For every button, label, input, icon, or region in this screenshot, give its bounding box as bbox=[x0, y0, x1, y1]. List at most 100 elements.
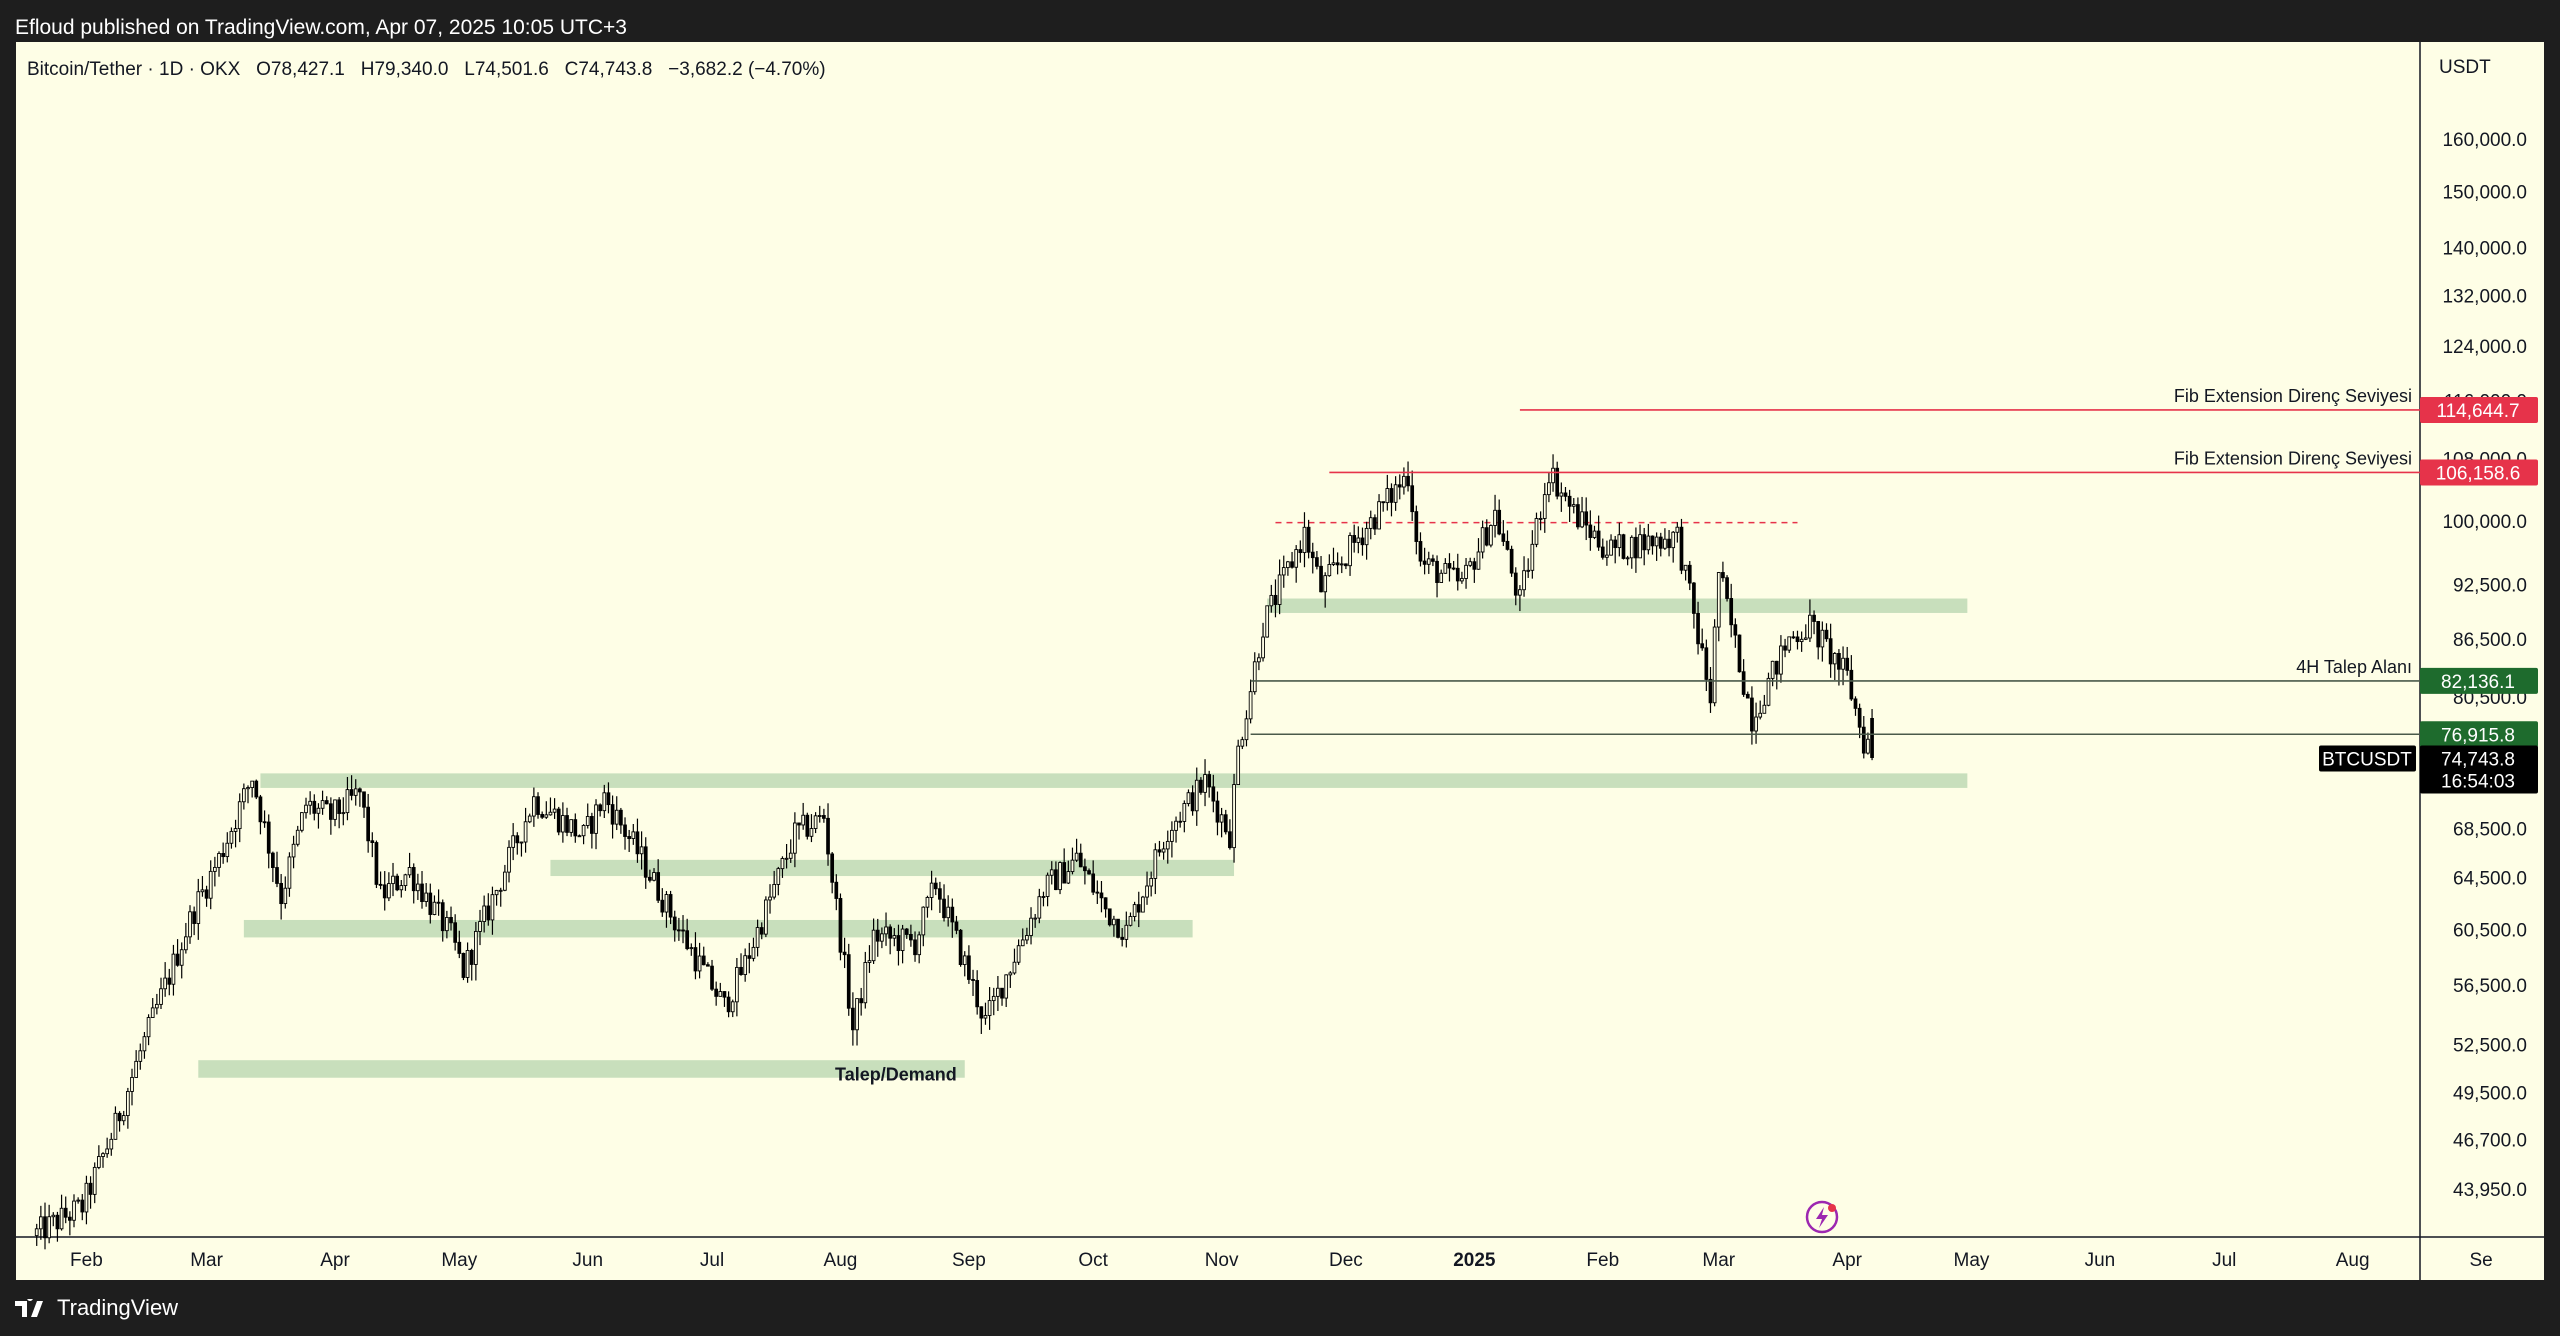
candle-body[interactable] bbox=[254, 780, 259, 798]
candle-body[interactable] bbox=[1244, 718, 1249, 741]
candle-body[interactable] bbox=[308, 800, 313, 806]
candle-body[interactable] bbox=[494, 889, 499, 896]
candle-body[interactable] bbox=[726, 996, 731, 1013]
candle-body[interactable] bbox=[1708, 678, 1713, 704]
candle-body[interactable] bbox=[1033, 917, 1038, 920]
candle-body[interactable] bbox=[486, 905, 491, 921]
candle-body[interactable] bbox=[188, 911, 192, 938]
candle-body[interactable] bbox=[1828, 638, 1833, 665]
candle-body[interactable] bbox=[84, 1182, 89, 1213]
candle-body[interactable] bbox=[1642, 534, 1647, 551]
candle-body[interactable] bbox=[1232, 784, 1236, 849]
candle-body[interactable] bbox=[362, 791, 366, 808]
price-tag[interactable] bbox=[2420, 721, 2538, 748]
candle-body[interactable] bbox=[266, 821, 271, 854]
candle-body[interactable] bbox=[1671, 531, 1676, 549]
candle-body[interactable] bbox=[648, 876, 652, 881]
candle-body[interactable] bbox=[1029, 917, 1033, 936]
candle-body[interactable] bbox=[1112, 918, 1116, 926]
candle-body[interactable] bbox=[445, 917, 449, 932]
candle-body[interactable] bbox=[304, 804, 308, 814]
candle-body[interactable] bbox=[975, 980, 980, 1008]
candle-body[interactable] bbox=[996, 987, 1000, 997]
candle-body[interactable] bbox=[1795, 636, 1800, 643]
candle-body[interactable] bbox=[382, 884, 387, 899]
candle-body[interactable] bbox=[577, 835, 582, 838]
candle-body[interactable] bbox=[329, 803, 333, 820]
candle-body[interactable] bbox=[1654, 536, 1659, 547]
candle-body[interactable] bbox=[598, 804, 603, 812]
candle-body[interactable] bbox=[780, 858, 785, 870]
candle-body[interactable] bbox=[735, 966, 739, 1003]
candle-body[interactable] bbox=[440, 902, 445, 932]
candle-body[interactable] bbox=[1054, 869, 1058, 891]
candle-body[interactable] bbox=[1290, 561, 1294, 568]
candle-body[interactable] bbox=[747, 955, 752, 959]
candle-body[interactable] bbox=[1286, 561, 1290, 569]
candle-body[interactable] bbox=[72, 1200, 76, 1221]
candle-body[interactable] bbox=[813, 815, 818, 829]
candle-body[interactable] bbox=[1012, 961, 1017, 974]
candle-body[interactable] bbox=[105, 1148, 109, 1155]
candle-body[interactable] bbox=[701, 955, 706, 966]
candle-body[interactable] bbox=[706, 964, 710, 967]
candle-body[interactable] bbox=[1447, 563, 1452, 569]
candle-body[interactable] bbox=[353, 788, 358, 796]
candle-body[interactable] bbox=[1215, 800, 1220, 823]
candle-body[interactable] bbox=[1679, 526, 1684, 571]
candle-body[interactable] bbox=[1174, 820, 1178, 831]
candle-body[interactable] bbox=[1547, 482, 1551, 496]
candle-body[interactable] bbox=[540, 814, 545, 818]
candle-body[interactable] bbox=[801, 814, 806, 826]
candle-body[interactable] bbox=[1393, 484, 1398, 503]
candle-body[interactable] bbox=[1099, 892, 1104, 899]
candle-body[interactable] bbox=[1808, 614, 1812, 639]
candle-body[interactable] bbox=[1464, 564, 1468, 579]
candle-body[interactable] bbox=[1621, 534, 1626, 559]
candle-body[interactable] bbox=[1186, 792, 1191, 805]
candle-body[interactable] bbox=[527, 815, 532, 823]
candle-body[interactable] bbox=[743, 955, 748, 976]
candle-body[interactable] bbox=[68, 1216, 72, 1221]
candle-body[interactable] bbox=[772, 883, 777, 898]
candle-body[interactable] bbox=[1468, 561, 1473, 566]
candle-body[interactable] bbox=[1385, 488, 1390, 504]
candle-body[interactable] bbox=[1522, 570, 1526, 591]
candle-body[interactable] bbox=[1165, 840, 1170, 850]
candle-body[interactable] bbox=[1095, 891, 1100, 894]
candle-body[interactable] bbox=[1381, 501, 1386, 504]
candle-body[interactable] bbox=[225, 842, 230, 858]
candle-body[interactable] bbox=[1339, 563, 1344, 566]
candle-body[interactable] bbox=[1178, 820, 1183, 823]
candle-body[interactable] bbox=[1389, 488, 1394, 503]
candle-body[interactable] bbox=[983, 1015, 988, 1019]
candle-body[interactable] bbox=[1344, 563, 1348, 567]
candle-body[interactable] bbox=[1078, 852, 1083, 868]
candle-body[interactable] bbox=[718, 991, 723, 997]
candle-body[interactable] bbox=[987, 1000, 992, 1016]
candle-body[interactable] bbox=[1849, 669, 1854, 700]
candle-body[interactable] bbox=[316, 807, 321, 814]
candle-body[interactable] bbox=[1273, 594, 1278, 605]
candle-body[interactable] bbox=[871, 929, 876, 962]
candle-body[interactable] bbox=[1265, 605, 1270, 638]
candle-body[interactable] bbox=[594, 804, 598, 834]
candle-body[interactable] bbox=[896, 935, 901, 952]
candle-body[interactable] bbox=[730, 1001, 735, 1013]
candle-body[interactable] bbox=[250, 780, 255, 789]
candle-body[interactable] bbox=[1439, 572, 1444, 583]
candle-body[interactable] bbox=[830, 853, 835, 883]
candle-body[interactable] bbox=[519, 841, 524, 844]
candle-body[interactable] bbox=[1754, 716, 1758, 732]
candle-body[interactable] bbox=[213, 866, 217, 872]
candle-body[interactable] bbox=[614, 809, 619, 825]
candle-body[interactable] bbox=[1004, 974, 1009, 999]
candle-body[interactable] bbox=[1373, 517, 1377, 530]
candle-body[interactable] bbox=[623, 824, 627, 837]
candle-body[interactable] bbox=[113, 1112, 118, 1140]
demand-zone[interactable] bbox=[243, 919, 1193, 938]
candle-body[interactable] bbox=[1716, 572, 1721, 628]
chart-frame[interactable]: Talep/Demand Fib Extension Direnç Seviyes… bbox=[16, 42, 2544, 1280]
candle-body[interactable] bbox=[1745, 693, 1750, 699]
candle-body[interactable] bbox=[126, 1091, 130, 1117]
